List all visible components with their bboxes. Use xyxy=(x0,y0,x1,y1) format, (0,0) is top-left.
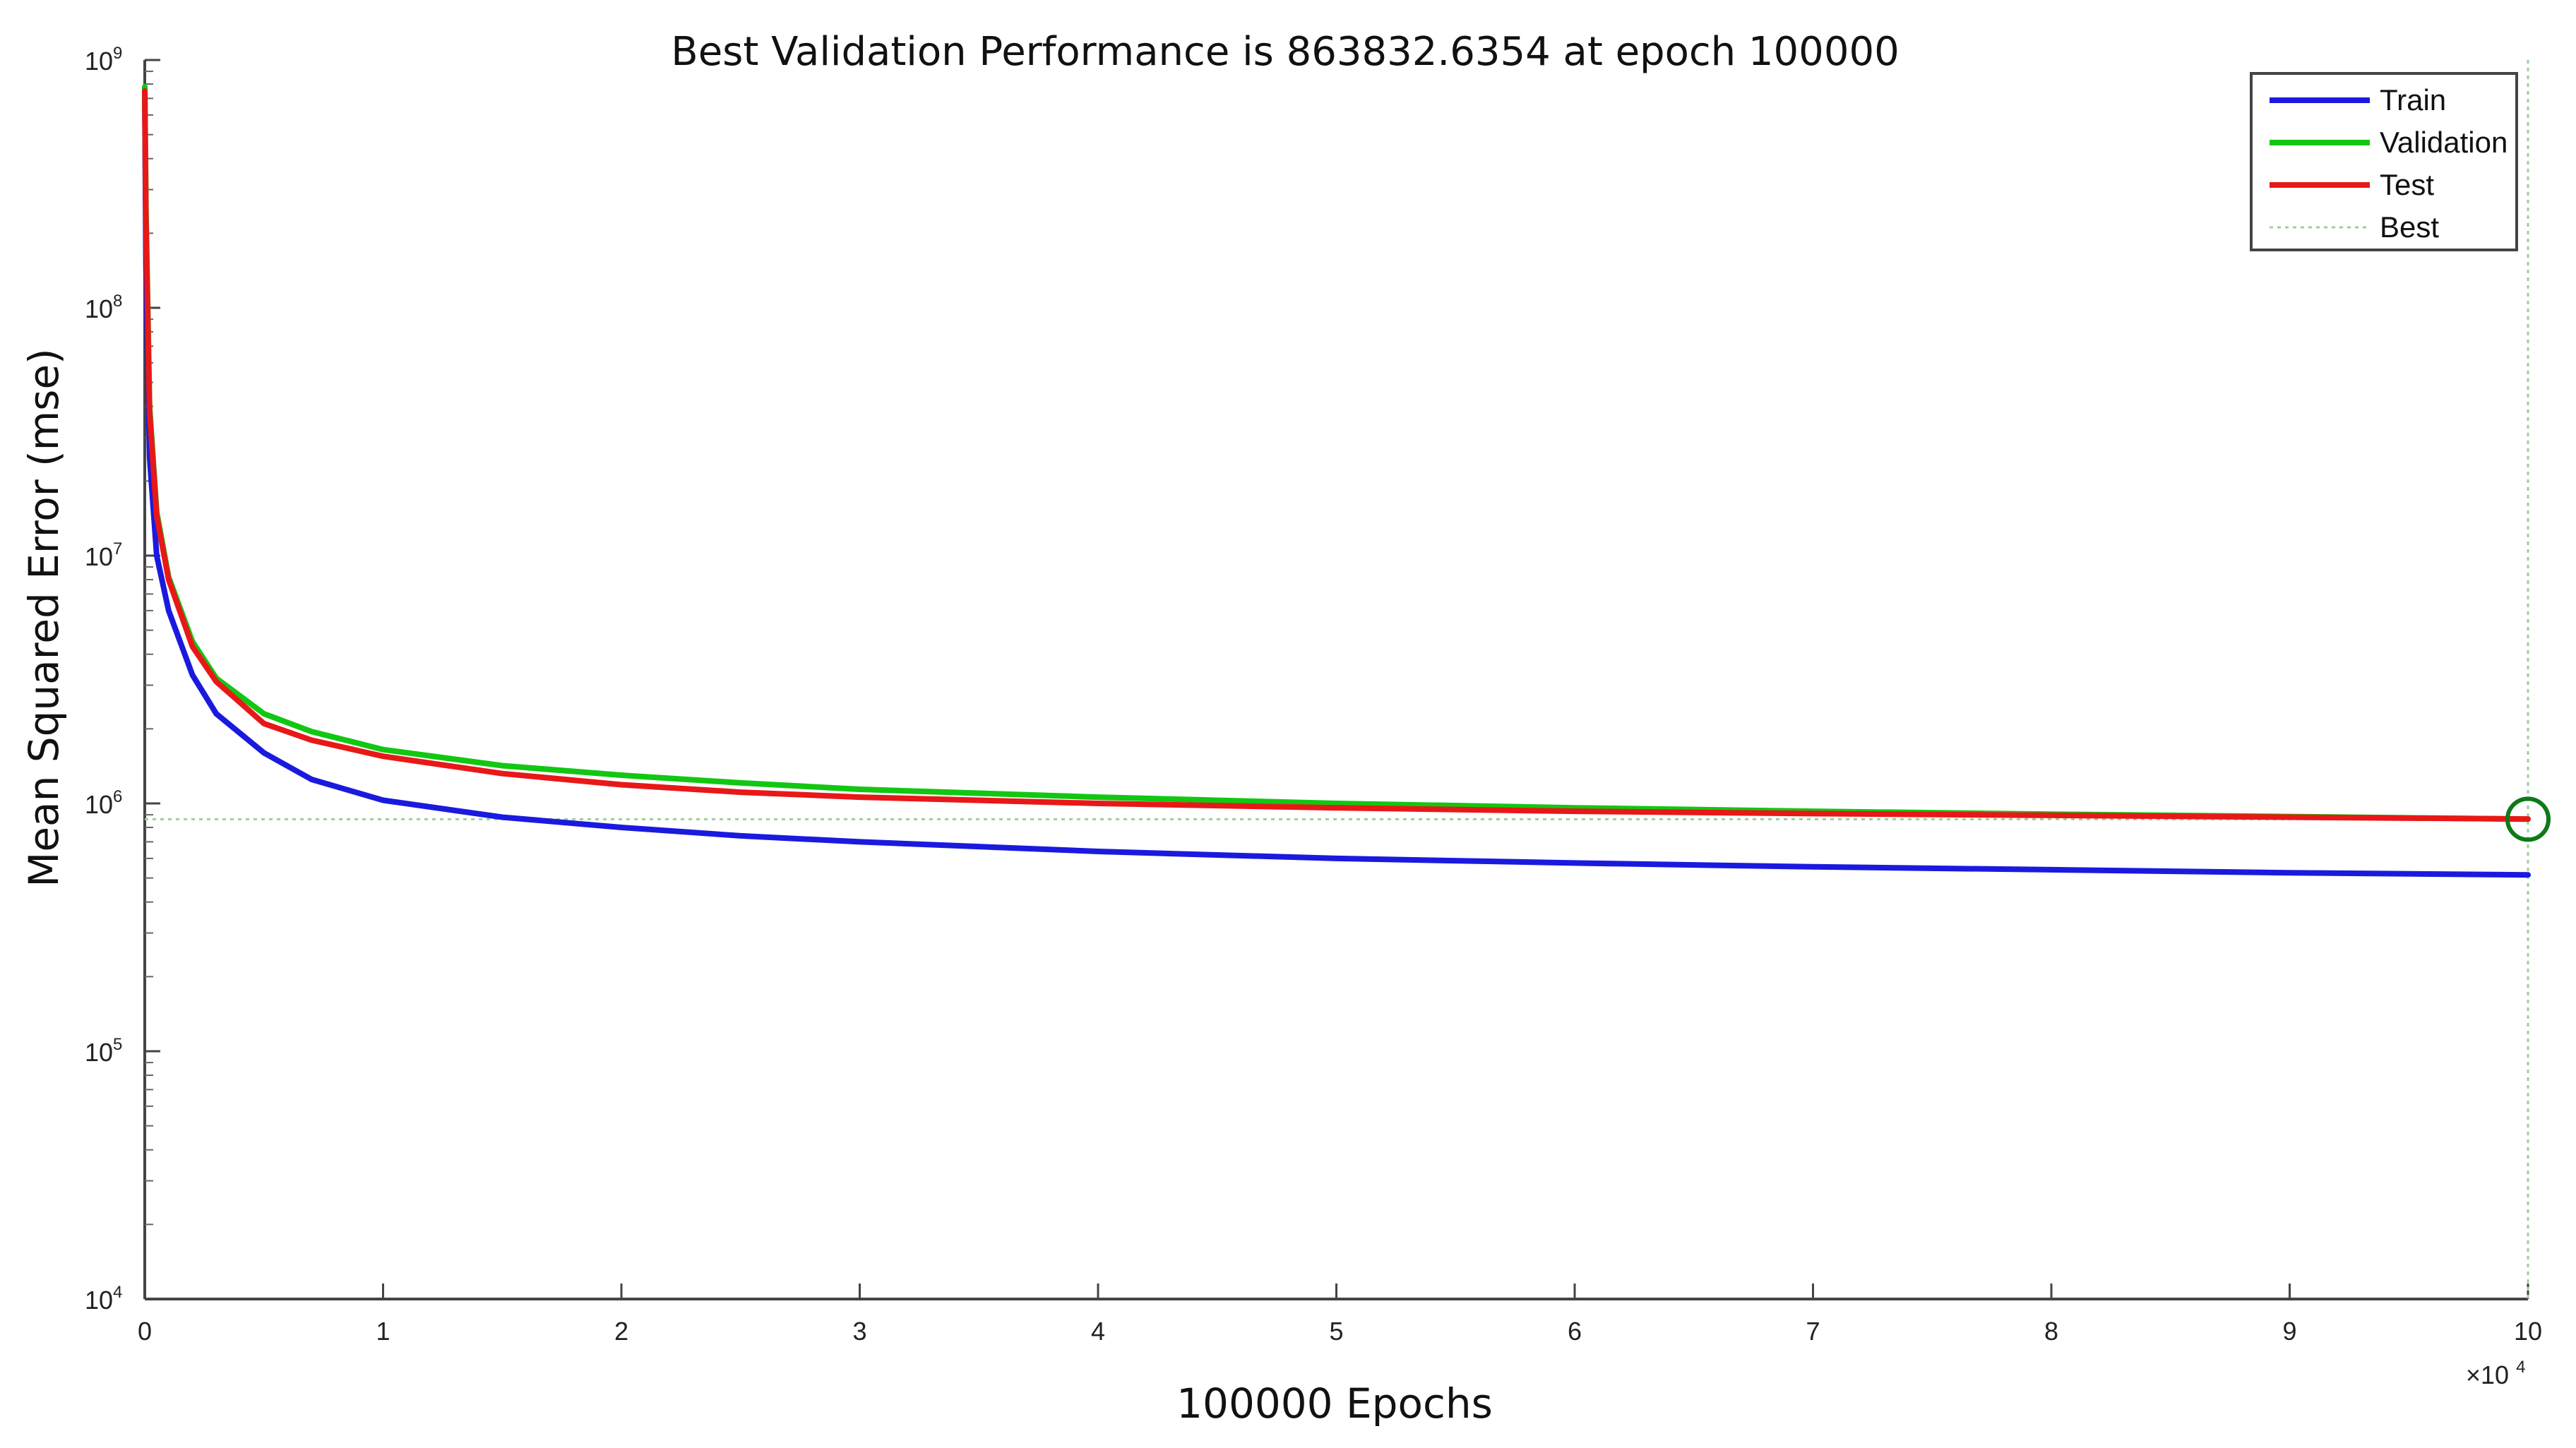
x-tick-label: 1 xyxy=(376,1317,390,1346)
series-line-test xyxy=(142,88,2531,822)
legend-label-train: Train xyxy=(2380,83,2446,116)
best-guides xyxy=(145,60,2529,1299)
y-tick-label: 104 xyxy=(85,1283,122,1315)
y-tick-label: 105 xyxy=(85,1035,122,1067)
series-line-train xyxy=(142,88,2531,878)
legend-label-test: Test xyxy=(2380,168,2434,201)
y-tick-label: 109 xyxy=(85,44,122,76)
x-tick-label: 9 xyxy=(2282,1317,2296,1346)
x-tick-label: 4 xyxy=(1091,1317,1105,1346)
y-axis-ticks: 104 105 106 107 108 109 xyxy=(85,44,160,1315)
x-tick-label: 10 xyxy=(2514,1317,2542,1346)
series-layer xyxy=(142,83,2531,878)
x-tick-label: 2 xyxy=(614,1317,628,1346)
y-axis-label: Mean Squared Error (mse) xyxy=(20,348,68,887)
x-axis-multiplier: ×10 4 xyxy=(2466,1358,2525,1389)
x-tick-label: 0 xyxy=(138,1317,152,1346)
best-point-marker xyxy=(2505,796,2551,842)
x-tick-label: 8 xyxy=(2044,1317,2058,1346)
series-line-validation xyxy=(142,83,2531,822)
chart-title: Best Validation Performance is 863832.63… xyxy=(671,29,1899,75)
legend-label-best: Best xyxy=(2380,210,2439,244)
x-tick-label: 5 xyxy=(1329,1317,1343,1346)
x-tick-label: 6 xyxy=(1568,1317,1582,1346)
y-tick-label: 107 xyxy=(85,539,122,571)
x-axis-ticks: 0 1 2 3 4 5 6 7 8 9 10 xyxy=(138,1284,2542,1346)
y-tick-label: 108 xyxy=(85,292,122,323)
legend: Train Validation Test Best xyxy=(2250,72,2518,251)
x-tick-label: 7 xyxy=(1806,1317,1820,1346)
x-tick-label: 3 xyxy=(852,1317,866,1346)
y-tick-label: 106 xyxy=(85,787,122,819)
legend-label-validation: Validation xyxy=(2380,126,2508,159)
x-axis-label: 100000 Epochs xyxy=(1176,1380,1493,1428)
